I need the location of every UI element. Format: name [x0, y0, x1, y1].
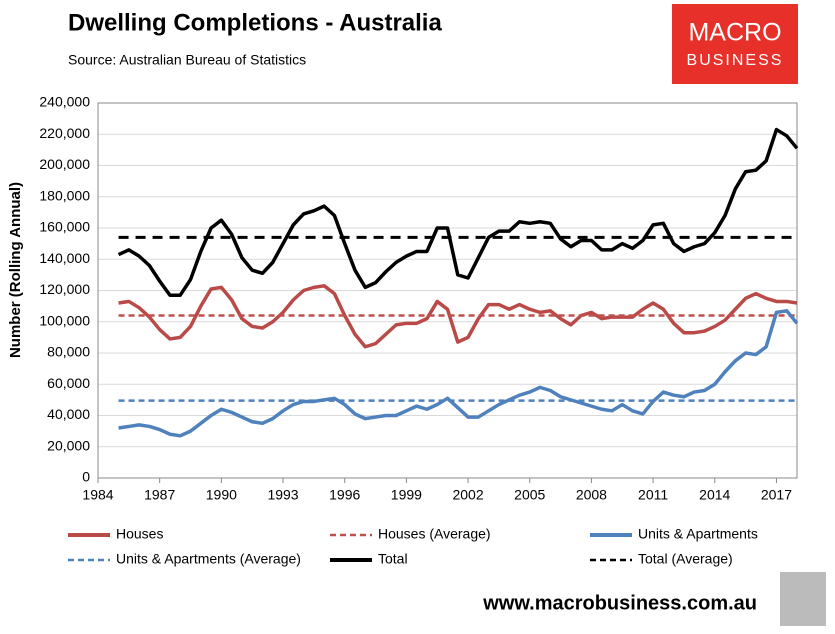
y-tick-label: 40,000 [47, 406, 90, 422]
legend-label: Houses [116, 526, 163, 542]
legend-label: Total (Average) [638, 551, 733, 567]
x-tick-label: 1993 [267, 487, 298, 503]
x-tick-label: 2008 [576, 487, 607, 503]
legend-label: Total [378, 551, 408, 567]
y-tick-label: 80,000 [47, 344, 90, 360]
x-tick-label: 2017 [761, 487, 792, 503]
y-tick-label: 0 [82, 469, 90, 485]
x-tick-label: 1984 [82, 487, 113, 503]
wolf-icon [780, 572, 826, 626]
line [117, 127, 799, 297]
x-tick-label: 2005 [514, 487, 545, 503]
y-tick-label: 160,000 [39, 219, 90, 235]
x-tick-label: 2011 [638, 487, 668, 503]
x-tick-label: 1990 [206, 487, 237, 503]
legend-label: Units & Apartments [638, 526, 758, 542]
legend-label: Houses (Average) [378, 526, 491, 542]
y-tick-label: 20,000 [47, 437, 90, 453]
y-axis-label: Number (Rolling Annual) [7, 182, 24, 358]
x-tick-label: 1987 [144, 487, 175, 503]
x-tick-label: 1999 [391, 487, 422, 503]
logo-text: MACRO [688, 19, 781, 47]
y-tick-label: 200,000 [39, 156, 90, 172]
y-tick-label: 60,000 [47, 375, 90, 391]
y-tick-label: 240,000 [39, 94, 90, 110]
logo-text: BUSINESS [687, 52, 784, 69]
chart-title: Dwelling Completions - Australia [68, 9, 442, 36]
logo-box [672, 4, 798, 84]
chart-subtitle: Source: Australian Bureau of Statistics [68, 52, 306, 68]
y-tick-label: 220,000 [39, 125, 90, 141]
legend-label: Units & Apartments (Average) [116, 551, 301, 567]
y-tick-label: 180,000 [39, 187, 90, 203]
line [118, 284, 798, 349]
line [118, 309, 799, 438]
plot-border [97, 102, 798, 479]
y-tick-label: 100,000 [39, 312, 90, 328]
x-tick-label: 2014 [699, 487, 730, 503]
x-tick-label: 1996 [329, 487, 360, 503]
footer: www.macrobusiness.com.au [482, 592, 757, 614]
x-tick-label: 2002 [452, 487, 483, 503]
y-tick-label: 120,000 [39, 281, 90, 297]
y-tick-label: 140,000 [39, 250, 90, 266]
